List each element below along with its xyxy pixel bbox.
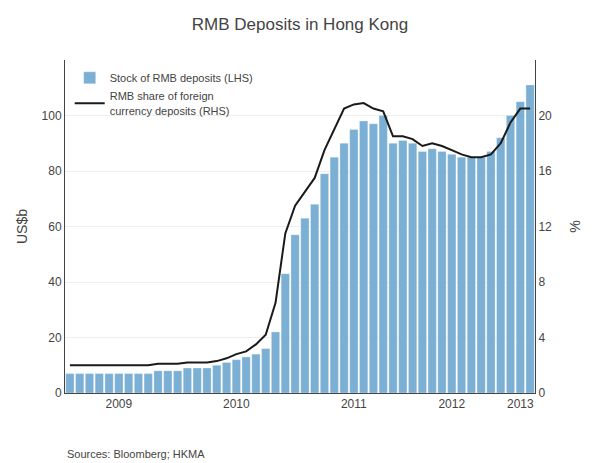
svg-text:2009: 2009	[105, 397, 132, 411]
svg-text:2013: 2013	[507, 397, 534, 411]
svg-text:%: %	[567, 220, 583, 232]
svg-text:80: 80	[48, 164, 62, 178]
svg-text:2012: 2012	[438, 397, 465, 411]
svg-text:16: 16	[538, 164, 552, 178]
svg-text:4: 4	[538, 331, 545, 345]
svg-text:US$b: US$b	[14, 209, 30, 244]
svg-text:20: 20	[538, 109, 552, 123]
svg-text:60: 60	[48, 220, 62, 234]
svg-text:0: 0	[538, 386, 545, 400]
svg-text:2011: 2011	[341, 397, 367, 411]
svg-text:20: 20	[48, 331, 62, 345]
svg-text:Stock of RMB deposits (LHS): Stock of RMB deposits (LHS)	[110, 72, 253, 84]
svg-text:8: 8	[538, 275, 545, 289]
svg-text:2010: 2010	[223, 397, 250, 411]
svg-text:RMB share of foreigncurrency d: RMB share of foreigncurrency deposits (R…	[110, 90, 230, 116]
svg-text:100: 100	[42, 109, 62, 123]
svg-text:40: 40	[48, 275, 62, 289]
svg-text:0: 0	[55, 386, 62, 400]
svg-text:Sources: Bloomberg; HKMA: Sources: Bloomberg; HKMA	[67, 448, 205, 460]
svg-text:RMB Deposits in Hong Kong: RMB Deposits in Hong Kong	[192, 15, 408, 34]
svg-text:12: 12	[538, 220, 552, 234]
